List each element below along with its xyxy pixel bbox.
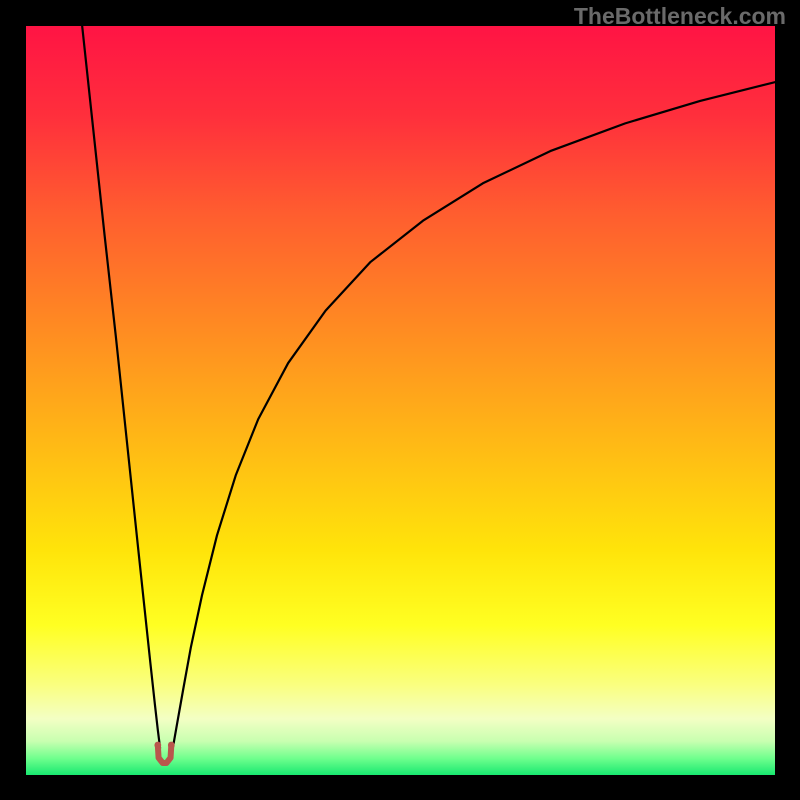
chart-container: { "meta": { "watermark_text": "TheBottle… [0,0,800,800]
trough-dot-1 [168,742,175,749]
trough-dot-0 [154,742,161,749]
plot-background [26,26,775,775]
plot-area [26,26,775,775]
watermark-text: TheBottleneck.com [574,3,786,30]
